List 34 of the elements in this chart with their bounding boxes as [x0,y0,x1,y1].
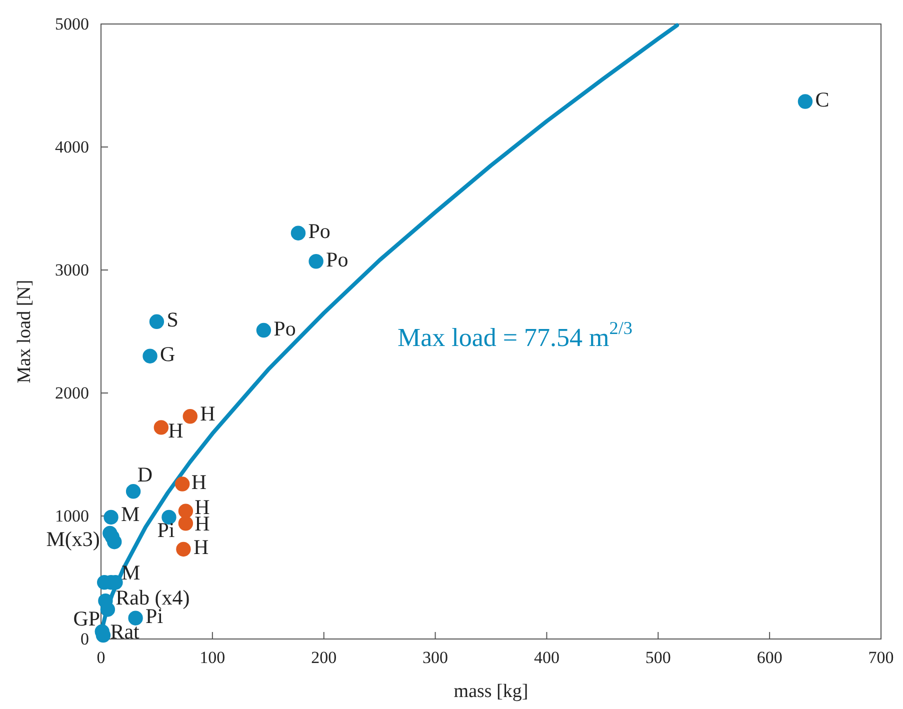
x-tick-label: 300 [422,648,448,668]
x-tick-label: 0 [96,648,106,668]
annotation: M(x3) [46,527,100,552]
annotation: M [121,560,140,584]
annotation: Po [326,247,348,272]
y-tick-label: 4000 [55,137,89,156]
annotation: D [137,462,152,486]
annotation: G [160,342,176,366]
annotation: Max load = 77.54 m$^{2/3}$ [397,318,633,352]
x-axis-title: mass [kg] [454,681,528,702]
annotation: H [168,418,184,442]
y-tick-label: 2000 [55,383,89,402]
annotation: GP [73,606,100,630]
annotation: H [193,535,209,560]
x-tick-label: 600 [756,648,782,668]
annotation: M [121,502,140,526]
y-tick-label: 1000 [55,506,89,526]
x-tick-label: 100 [200,648,226,668]
x-tick-label: 500 [645,648,671,668]
annotation: Rat [110,619,140,644]
x-tick-label: 400 [534,648,560,668]
annotation: S [166,307,178,332]
annotation: Pi [157,518,175,542]
x-tick-label: 700 [868,648,894,668]
annotation: C [815,87,830,112]
annotation: Po [308,218,330,243]
x-tick-label: 200 [311,648,337,668]
y-tick-label: 3000 [55,260,89,280]
annotation: Po [274,316,296,340]
y-axis-title: Max load [N] [14,280,35,384]
annotation: H [191,470,207,494]
y-tick-label: 0 [80,629,89,648]
y-tick-label: 5000 [55,14,89,34]
annotation: H [200,401,216,426]
